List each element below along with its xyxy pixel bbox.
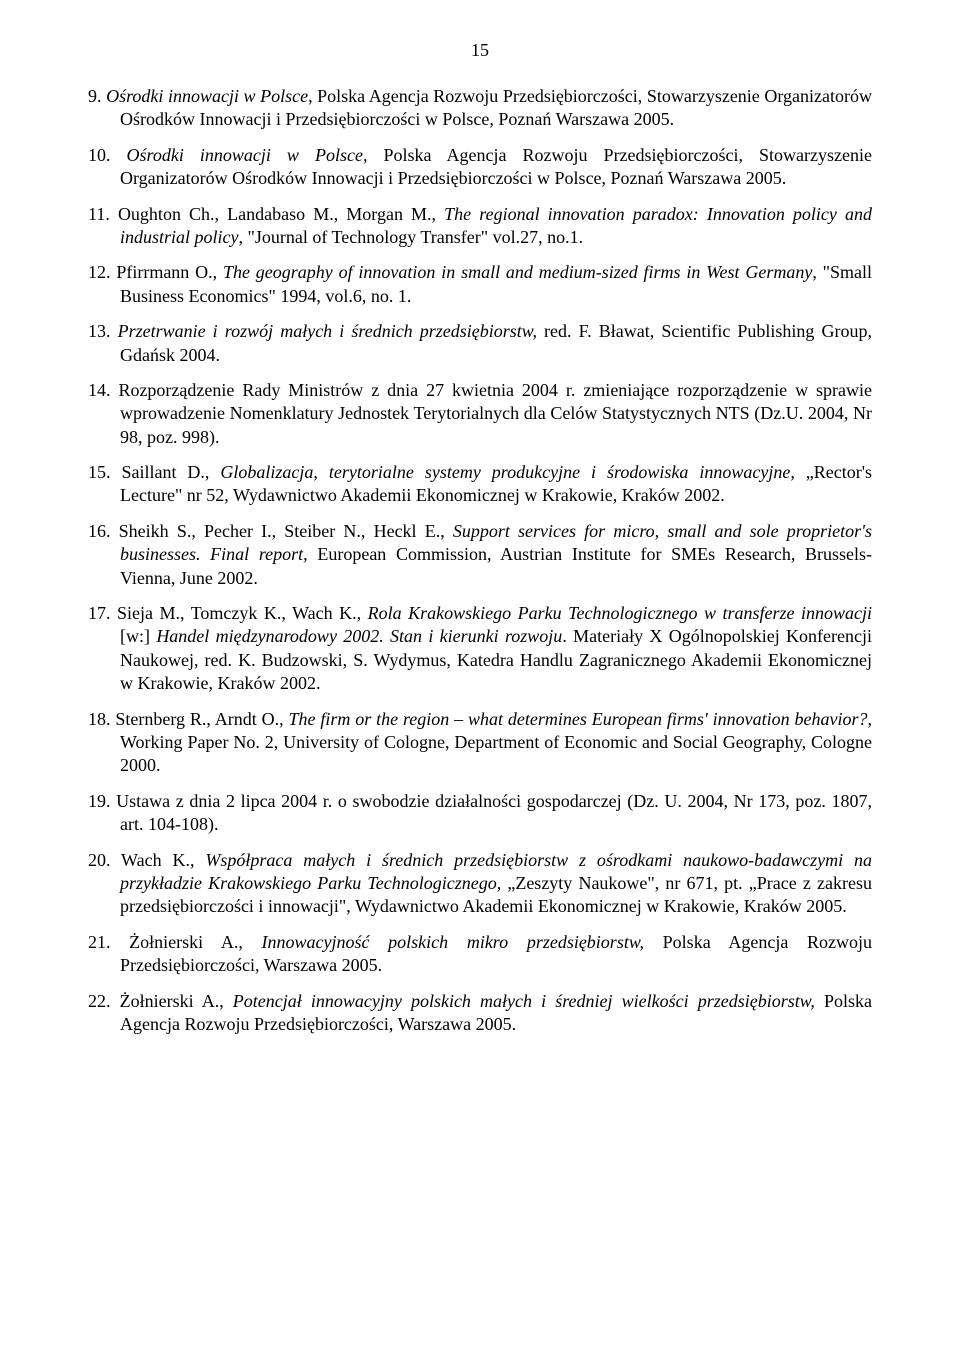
page-container: 15 9. Ośrodki innowacji w Polsce, Polska… <box>0 0 960 1108</box>
reference-text: Sternberg R., Arndt O., <box>111 709 289 729</box>
reference-text: Saillant D., <box>111 462 221 482</box>
reference-number: 17. <box>88 603 111 623</box>
reference-text: terytorialne systemy produkcyjne i środo… <box>329 462 795 482</box>
reference-text: Handel międzynarodowy 2002. Stan i kieru… <box>156 626 562 646</box>
reference-text: Rola Krakowskiego Parku Technologicznego… <box>368 603 872 623</box>
reference-number: 13. <box>88 321 111 341</box>
reference-text: , <box>313 462 328 482</box>
reference-item: 9. Ośrodki innowacji w Polsce, Polska Ag… <box>88 85 872 132</box>
reference-text: Pfirrmann O., <box>111 262 223 282</box>
reference-number: 12. <box>88 262 111 282</box>
reference-item: 22. Żołnierski A., Potencjał innowacyjny… <box>88 990 872 1037</box>
reference-item: 13. Przetrwanie i rozwój małych i średni… <box>88 320 872 367</box>
reference-text: The geography of innovation in small and… <box>223 262 812 282</box>
reference-number: 20. <box>88 850 111 870</box>
reference-item: 21. Żołnierski A., Innowacyjność polskic… <box>88 931 872 978</box>
reference-text: The firm or the region – what determines… <box>289 709 868 729</box>
reference-item: 15. Saillant D., Globalizacja, terytoria… <box>88 461 872 508</box>
reference-text: Ośrodki innowacji w Polsce <box>106 86 308 106</box>
reference-number: 16. <box>88 521 111 541</box>
reference-text: Sheikh S., Pecher I., Steiber N., Heckl … <box>111 521 453 541</box>
reference-number: 11. <box>88 204 110 224</box>
reference-item: 20. Wach K., Współpraca małych i średnic… <box>88 849 872 919</box>
reference-text: , "Journal of Technology Transfer" vol.2… <box>239 227 584 247</box>
reference-text: Ośrodki innowacji w Polsce, <box>127 145 368 165</box>
reference-item: 19. Ustawa z dnia 2 lipca 2004 r. o swob… <box>88 790 872 837</box>
reference-number: 19. <box>88 791 111 811</box>
reference-item: 10. Ośrodki innowacji w Polsce, Polska A… <box>88 144 872 191</box>
reference-text <box>111 145 127 165</box>
reference-number: 18. <box>88 709 111 729</box>
reference-text: Wach K., <box>111 850 206 870</box>
reference-number: 10. <box>88 145 111 165</box>
reference-number: 9. <box>88 86 102 106</box>
reference-text: Potencjał innowacyjny polskich małych i … <box>233 991 815 1011</box>
reference-number: 22. <box>88 991 111 1011</box>
reference-list: 9. Ośrodki innowacji w Polsce, Polska Ag… <box>88 85 872 1036</box>
reference-item: 12. Pfirrmann O., The geography of innov… <box>88 261 872 308</box>
reference-item: 16. Sheikh S., Pecher I., Steiber N., He… <box>88 520 872 590</box>
reference-text: Globalizacja <box>220 462 313 482</box>
reference-text: Innowacyjność polskich mikro przedsiębio… <box>262 932 644 952</box>
reference-text: Rozporządzenie Rady Ministrów z dnia 27 … <box>111 380 873 447</box>
reference-number: 21. <box>88 932 111 952</box>
reference-text <box>111 321 118 341</box>
reference-text: Żołnierski A., <box>111 932 262 952</box>
reference-text: Sieja M., Tomczyk K., Wach K., <box>111 603 368 623</box>
reference-text: Przetrwanie i rozwój małych i średnich p… <box>118 321 537 341</box>
reference-item: 17. Sieja M., Tomczyk K., Wach K., Rola … <box>88 602 872 696</box>
reference-item: 11. Oughton Ch., Landabaso M., Morgan M.… <box>88 203 872 250</box>
reference-item: 14. Rozporządzenie Rady Ministrów z dnia… <box>88 379 872 449</box>
reference-text: Oughton Ch., Landabaso M., Morgan M., <box>110 204 444 224</box>
reference-text: Ustawa z dnia 2 lipca 2004 r. o swobodzi… <box>111 791 873 834</box>
reference-text: [w:] <box>120 626 156 646</box>
reference-number: 14. <box>88 380 111 400</box>
page-number: 15 <box>88 40 872 61</box>
reference-text: Żołnierski A., <box>111 991 233 1011</box>
reference-item: 18. Sternberg R., Arndt O., The firm or … <box>88 708 872 778</box>
reference-number: 15. <box>88 462 111 482</box>
